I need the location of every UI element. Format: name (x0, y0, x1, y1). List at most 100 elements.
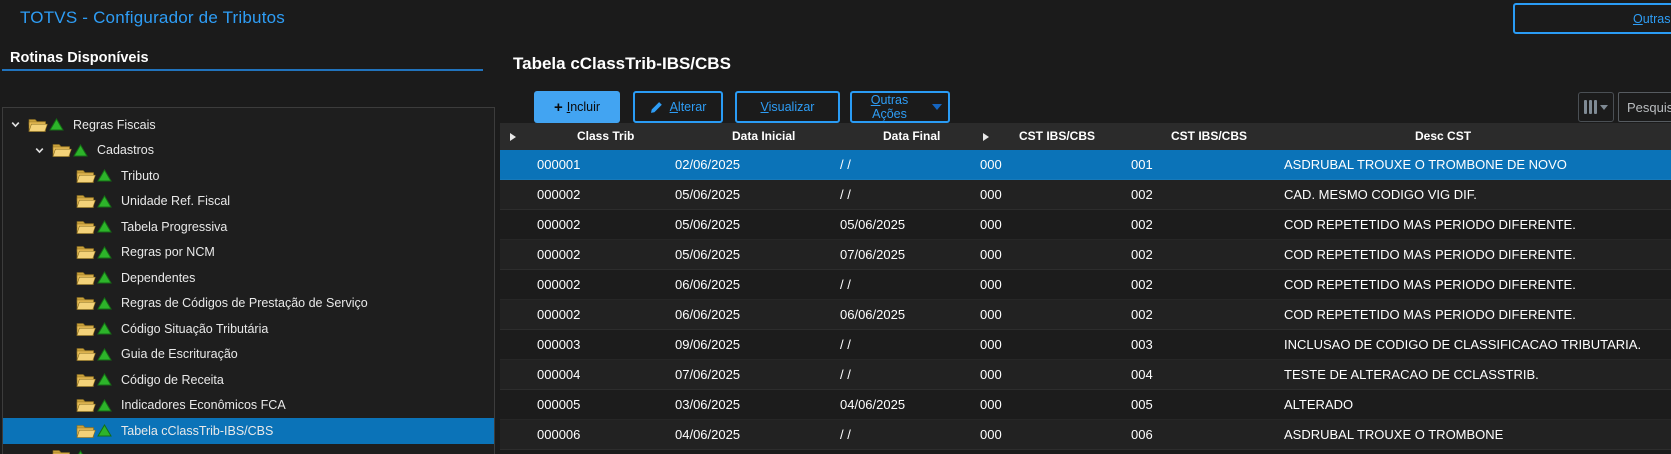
arrow-right-icon[interactable] (983, 133, 989, 141)
tree-item-label: Regras de Códigos de Prestação de Serviç… (121, 296, 368, 311)
routines-tree: Regras Fiscais Cadastros (3, 112, 494, 454)
folder-icon (76, 219, 97, 235)
cell-cst-ibs-cbs-2: 001 (1131, 157, 1153, 172)
chevron-down-icon[interactable] (34, 145, 52, 156)
plus-icon: + (553, 98, 563, 116)
tree-item[interactable]: Unidade Ref. Fiscal (3, 189, 494, 215)
column-chooser-button[interactable] (1578, 92, 1614, 122)
table-row[interactable]: 000004 07/06/2025 / / 000 004 TESTE DE A… (500, 360, 1671, 390)
tree-item[interactable]: Regras de Códigos de Prestação de Serviç… (3, 291, 494, 317)
table-row[interactable]: 000006 04/06/2025 / / 000 006 ASDRUBAL T… (500, 420, 1671, 450)
tree-item[interactable]: Código de Receita (3, 367, 494, 393)
table-body: 000001 02/06/2025 / / 000 001 ASDRUBAL T… (500, 150, 1671, 450)
cell-cst-ibs-cbs-2: 002 (1131, 307, 1153, 322)
sidebar-title-underline (2, 69, 483, 71)
cell-cst-ibs-cbs-1: 000 (980, 187, 1002, 202)
folder-icon (76, 423, 97, 439)
tree-leaf-icon (97, 322, 118, 335)
search-input[interactable] (1618, 92, 1671, 122)
tree-item[interactable]: Cadastros (3, 138, 494, 164)
cell-desc-cst: CAD. MESMO CODIGO VIG DIF. (1284, 187, 1477, 202)
header-data-final[interactable]: Data Final (883, 129, 941, 143)
cell-cst-ibs-cbs-1: 000 (980, 217, 1002, 232)
tree-item[interactable]: Guia de Escrituração (3, 342, 494, 368)
cell-data-final: 07/06/2025 (840, 247, 906, 262)
cell-data-final: 04/06/2025 (840, 397, 906, 412)
tree-leaf-icon (97, 398, 118, 412)
cell-class-trib: 000006 (537, 427, 581, 442)
chevron-down-icon (1600, 104, 1608, 110)
top-outras-acoes-button[interactable]: Outras Ações (1513, 3, 1671, 34)
tree-item-label: Regras Fiscais (73, 117, 156, 132)
cell-class-trib: 000002 (537, 187, 581, 202)
cell-cst-ibs-cbs-1: 000 (980, 427, 1002, 442)
tree-leaf-icon (97, 169, 118, 182)
header-data-inicial[interactable]: Data Inicial (732, 129, 796, 143)
tree-leaf-icon (73, 143, 94, 157)
cell-cst-ibs-cbs-1: 000 (980, 157, 1002, 172)
visualizar-button[interactable]: Visualizar (735, 91, 840, 123)
arrow-right-icon[interactable] (510, 133, 516, 141)
folder-icon (76, 295, 97, 311)
table-row[interactable]: 000002 05/06/2025 07/06/2025 000 002 COD… (500, 240, 1671, 270)
tree-item[interactable]: Tabela cClassTrib-IBS/CBS (3, 418, 494, 444)
cell-data-final: / / (840, 157, 851, 172)
cell-data-inicial: 04/06/2025 (675, 427, 741, 442)
tree-item[interactable]: Regras por NCM (3, 240, 494, 266)
cell-cst-ibs-cbs-2: 002 (1131, 247, 1153, 262)
tree-item[interactable]: Tributo (3, 163, 494, 189)
header-desc-cst[interactable]: Desc CST (1415, 129, 1472, 143)
folder-icon (76, 193, 97, 209)
folder-icon (76, 270, 97, 286)
top-outras-acoes-label: Outras Ações (1632, 11, 1671, 26)
folder-icon (76, 397, 97, 413)
cell-cst-ibs-cbs-1: 000 (980, 277, 1002, 292)
chevron-down-icon[interactable] (10, 119, 28, 130)
tree-item[interactable]: Indicadores Econômicos FCA (3, 393, 494, 419)
tree-item[interactable]: Código Situação Tributária (3, 316, 494, 342)
tree-leaf-icon (73, 449, 94, 454)
cell-cst-ibs-cbs-2: 006 (1131, 427, 1153, 442)
columns-icon (1584, 100, 1597, 114)
tree-item[interactable]: Dependentes (3, 265, 494, 291)
cell-data-inicial: 03/06/2025 (675, 397, 741, 412)
tree-leaf-icon (97, 220, 118, 233)
table-row[interactable]: 000001 02/06/2025 / / 000 001 ASDRUBAL T… (500, 150, 1671, 180)
cell-data-inicial: 09/06/2025 (675, 337, 741, 352)
cell-desc-cst: INCLUSAO DE CODIGO DE CLASSIFICACAO TRIB… (1284, 337, 1642, 352)
cell-desc-cst: COD REPETETIDO MAS PERIODO DIFERENTE. (1284, 307, 1576, 322)
alterar-button[interactable]: Alterar (633, 91, 723, 123)
cell-data-inicial: 05/06/2025 (675, 217, 741, 232)
tree-item[interactable]: Tabela Progressiva (3, 214, 494, 240)
cell-cst-ibs-cbs-1: 000 (980, 337, 1002, 352)
outras-acoes-label: Outras Ações (870, 93, 909, 121)
table-row[interactable]: 000005 03/06/2025 04/06/2025 000 005 ALT… (500, 390, 1671, 420)
table-row[interactable]: 000002 06/06/2025 06/06/2025 000 002 COD… (500, 300, 1671, 330)
cell-data-inicial: 05/06/2025 (675, 247, 741, 262)
cell-desc-cst: ASDRUBAL TROUXE O TROMBONE DE NOVO (1284, 157, 1567, 172)
tree-item[interactable] (3, 444, 494, 454)
header-class-trib[interactable]: Class Trib (577, 129, 635, 143)
cell-desc-cst: COD REPETETIDO MAS PERIODO DIFERENTE. (1284, 277, 1576, 292)
cell-desc-cst: COD REPETETIDO MAS PERIODO DIFERENTE. (1284, 217, 1576, 232)
sidebar-title: Rotinas Disponíveis (10, 50, 149, 66)
incluir-label: Incluir (566, 100, 601, 114)
cell-class-trib: 000002 (537, 247, 581, 262)
table-row[interactable]: 000003 09/06/2025 / / 000 003 INCLUSAO D… (500, 330, 1671, 360)
outras-acoes-button[interactable]: Outras Ações (850, 91, 950, 123)
cell-data-inicial: 02/06/2025 (675, 157, 741, 172)
table-row[interactable]: 000002 06/06/2025 / / 000 002 COD REPETE… (500, 270, 1671, 300)
cell-cst-ibs-cbs-2: 004 (1131, 367, 1153, 382)
incluir-button[interactable]: + Incluir (534, 91, 620, 123)
header-cst-ibs-cbs-1[interactable]: CST IBS/CBS (1019, 129, 1096, 143)
folder-icon (52, 142, 73, 158)
tree-item[interactable]: Regras Fiscais (3, 112, 494, 138)
table-row[interactable]: 000002 05/06/2025 05/06/2025 000 002 COD… (500, 210, 1671, 240)
header-cst-ibs-cbs-2[interactable]: CST IBS/CBS (1171, 129, 1248, 143)
cclasstrib-table: Class Trib Data Inicial Data Final CST I… (500, 123, 1671, 450)
page-title: Tabela cClassTrib-IBS/CBS (513, 54, 731, 73)
cell-data-final: / / (840, 277, 851, 292)
pencil-icon (650, 101, 663, 114)
table-row[interactable]: 000002 05/06/2025 / / 000 002 CAD. MESMO… (500, 180, 1671, 210)
